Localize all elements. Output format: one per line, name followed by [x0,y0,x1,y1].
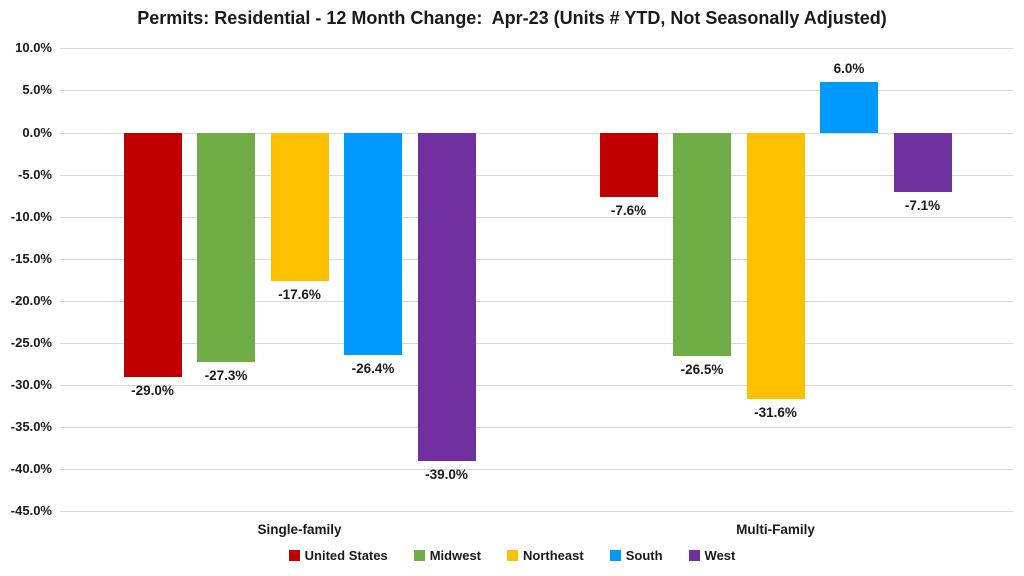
legend: United States Midwest Northeast South West [0,548,1024,563]
legend-label: South [625,548,663,563]
legend-item-northeast: Northeast [507,548,584,563]
gridline [60,48,1013,50]
y-axis-tick-label: -15.0% [10,250,52,266]
bar-value-label: -29.0% [131,382,174,398]
gridline [60,258,1013,260]
legend-swatch-icon [609,550,621,561]
gridline [60,216,1013,218]
legend-swatch-icon [688,550,700,561]
gridline [60,90,1013,92]
y-axis-tick-label: -20.0% [10,292,52,308]
legend-item-united-states: United States [288,548,388,563]
legend-label: Midwest [429,548,482,563]
y-axis-tick-label: 10.0% [15,40,52,56]
y-axis-tick-label: -10.0% [10,208,52,224]
legend-swatch-icon [288,550,300,561]
gridline [60,511,1013,513]
bar-value-label: -17.6% [278,286,321,302]
bar-value-label: 6.0% [833,61,865,76]
bar-midwest-multi-family [673,132,731,356]
bar-value-label: -7.1% [904,198,941,214]
category-label-single-family: Single-family [257,522,342,537]
legend-item-west: West [688,548,736,563]
gridline [60,174,1013,176]
bar-west-multi-family [893,132,952,193]
category-label-multi-family: Multi-Family [736,522,815,537]
gridline [60,427,1013,429]
bar-value-label: -26.5% [680,361,724,377]
bar-value-label: -26.4% [351,360,395,376]
legend-label: Northeast [523,548,584,563]
y-axis-tick-label: -45.0% [10,503,52,519]
chart-title: Permits: Residential - 12 Month Change: … [137,8,887,28]
y-axis-tick-label: -40.0% [10,461,52,477]
legend-swatch-icon [507,550,519,561]
legend-item-south: South [609,548,663,563]
bar-united-states-multi-family [599,132,658,197]
gridline [60,132,1013,134]
y-axis-tick-label: -35.0% [10,419,52,435]
bar-west-single-family [417,132,476,461]
bar-value-label: -7.6% [610,202,647,218]
bar-value-label: -31.6% [754,404,797,420]
legend-item-midwest: Midwest [413,548,482,563]
gridline [60,300,1013,302]
y-axis-tick-label: -5.0% [18,166,52,182]
bar-value-label: -27.3% [204,368,248,384]
bar-south-multi-family [820,82,878,133]
bar-northeast-single-family [270,132,329,281]
y-axis-tick-label: -30.0% [10,377,52,392]
gridline [60,469,1013,471]
bar-northeast-multi-family [746,132,805,399]
bar-south-single-family [344,132,402,355]
legend-swatch-icon [413,550,425,561]
y-axis-tick-label: -25.0% [10,334,52,350]
y-axis-tick-label: 0.0% [22,124,52,140]
bar-value-label: -39.0% [425,466,468,482]
y-axis-tick-label: 5.0% [22,82,52,98]
bar-midwest-single-family [197,132,255,363]
bar-united-states-single-family [123,132,182,377]
gridline [60,342,1013,344]
legend-label: United States [304,548,388,563]
legend-label: West [704,548,736,563]
gridline [60,385,1013,386]
